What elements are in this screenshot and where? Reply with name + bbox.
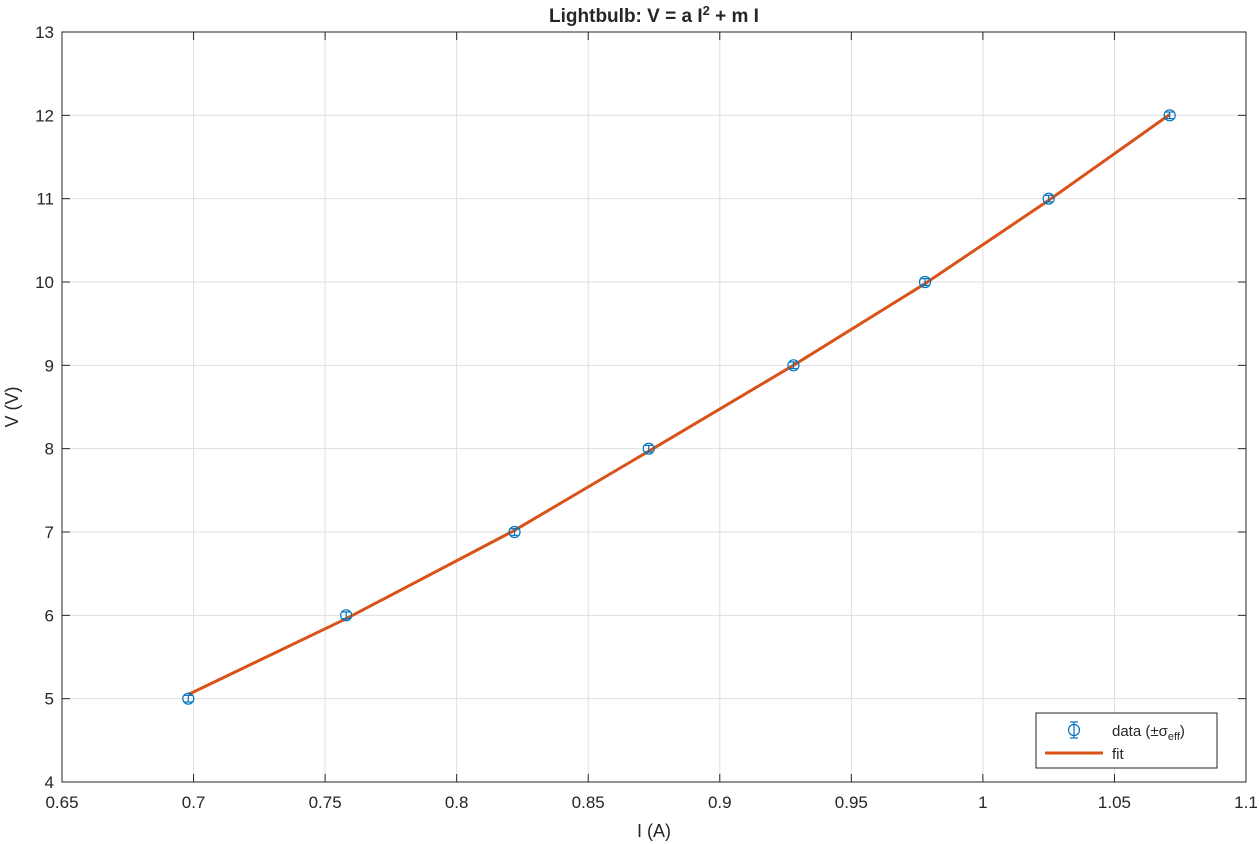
x-tick-label: 0.9 bbox=[708, 793, 732, 812]
x-tick-label: 1.05 bbox=[1098, 793, 1131, 812]
data-point bbox=[508, 525, 521, 539]
x-tick-label: 0.8 bbox=[445, 793, 469, 812]
plot-area bbox=[62, 32, 1246, 782]
legend-label-data-main: data (±σ bbox=[1112, 723, 1169, 740]
legend-marker-data bbox=[1067, 721, 1081, 739]
x-tick-label: 0.65 bbox=[45, 793, 78, 812]
axis-ticks: 0.65 0.7 0.75 0.8 0.85 0.9 0.95 1 1.05 1.1 4 5 6 7 8 9 1… bbox=[35, 23, 1258, 812]
data-point bbox=[918, 275, 932, 289]
chart-title-rest: + m I bbox=[710, 6, 759, 27]
x-tick-label: 1 bbox=[978, 793, 987, 812]
y-tick-label: 9 bbox=[45, 356, 54, 375]
x-tick-label: 1.1 bbox=[1234, 793, 1258, 812]
y-tick-label: 4 bbox=[45, 773, 54, 792]
data-point bbox=[1163, 109, 1176, 122]
fit-line bbox=[187, 113, 1171, 696]
data-point bbox=[787, 359, 800, 372]
x-tick-label: 0.75 bbox=[309, 793, 342, 812]
data-point bbox=[642, 442, 655, 455]
legend: data (±σeff) fit bbox=[1035, 712, 1218, 769]
y-tick-label: 12 bbox=[35, 106, 54, 125]
y-axis-label: V (V) bbox=[2, 386, 22, 427]
legend-label-data: data (±σeff) bbox=[1112, 723, 1185, 743]
chart-title-superscript: 2 bbox=[703, 3, 710, 18]
data-point bbox=[340, 609, 353, 622]
data-point bbox=[1042, 192, 1055, 205]
legend-label-data-end: ) bbox=[1180, 723, 1185, 740]
y-tick-label: 5 bbox=[45, 690, 54, 709]
chart-title-main: Lightbulb: V = a I bbox=[549, 6, 703, 27]
fit-series bbox=[187, 113, 1171, 696]
y-tick-label: 13 bbox=[35, 23, 54, 42]
legend-label-fit: fit bbox=[1112, 746, 1125, 763]
y-tick-label: 11 bbox=[36, 190, 54, 209]
legend-box bbox=[1035, 712, 1218, 769]
data-series bbox=[182, 109, 1176, 705]
chart-title: Lightbulb: V = a I2 + m I bbox=[549, 3, 759, 27]
y-tick-label: 7 bbox=[45, 523, 54, 542]
grid-lines bbox=[62, 32, 1246, 782]
plot-frame bbox=[61, 31, 1247, 783]
x-tick-label: 0.95 bbox=[835, 793, 868, 812]
x-tick-label: 0.85 bbox=[572, 793, 605, 812]
x-axis-label: I (A) bbox=[637, 821, 671, 841]
data-point bbox=[1067, 723, 1081, 737]
y-tick-label: 6 bbox=[45, 606, 54, 625]
data-point bbox=[182, 692, 195, 705]
x-tick-label: 0.7 bbox=[182, 793, 206, 812]
y-tick-label: 10 bbox=[35, 273, 54, 292]
y-tick-label: 8 bbox=[45, 440, 54, 459]
legend-label-data-sub: eff bbox=[1168, 731, 1181, 743]
